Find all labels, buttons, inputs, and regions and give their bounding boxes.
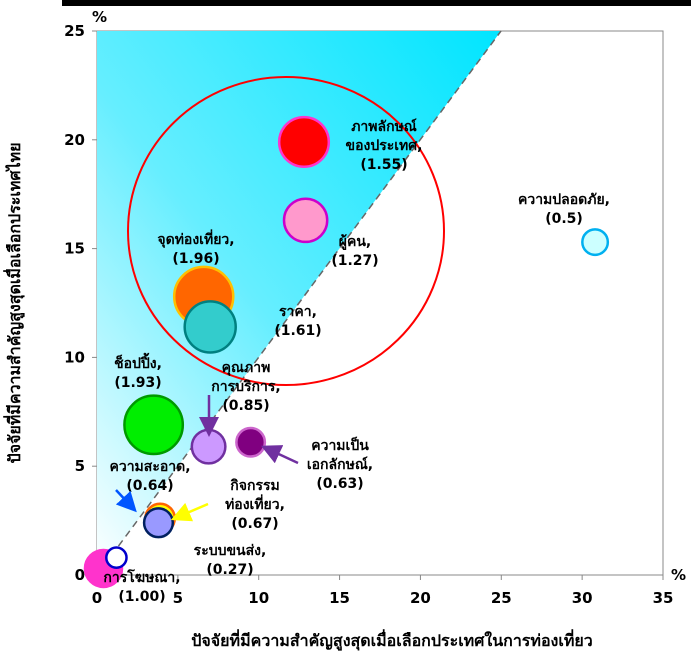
bubble-label-line: (1.96) <box>172 251 219 267</box>
bubble-label-line: ของประเทศ, <box>346 138 423 154</box>
bubble-point[interactable] <box>282 197 329 244</box>
arrow-cleanliness <box>115 489 137 513</box>
x-tick-label: 35 <box>653 589 674 607</box>
bubble-label-line: ท่องเที่ยว, <box>225 494 285 513</box>
bubble-point[interactable] <box>277 115 331 169</box>
bubble-label-line: ราคา, <box>279 304 317 320</box>
callout-arrows <box>115 395 299 522</box>
bubbles <box>83 115 610 589</box>
x-tick-label: 5 <box>173 589 183 607</box>
bubble-label: ความปลอดภัย, (0.5) <box>518 192 610 227</box>
bubble-label-line: (1.55) <box>360 157 407 173</box>
highlight-ellipse <box>127 76 445 386</box>
bubble-label: จุดท่องเที่ยว, (1.96) <box>157 229 234 267</box>
bubble-label: ความสะอาด, (0.64) <box>109 459 190 494</box>
bubble-label-line: เอกลักษณ์, <box>307 456 373 473</box>
bubble-point[interactable] <box>142 507 175 539</box>
x-tick-label: 10 <box>248 589 269 607</box>
top-bar <box>62 0 691 6</box>
bubble-label-line: ความปลอดภัย, <box>518 192 610 208</box>
bubble-label-line: (0.5) <box>545 211 583 227</box>
bubble-label-line: จุดท่องเที่ยว, <box>157 229 234 248</box>
arrow-uniqueness <box>260 445 299 465</box>
bubble-point[interactable] <box>123 394 185 456</box>
x-axis-ticks: 0 5 10 15 20 25 30 35 <box>92 575 674 607</box>
bubble-label: คุณภาพการบริการ, (0.85) <box>211 360 280 414</box>
bubble-label-line: ภาพลักษณ์ <box>351 118 417 135</box>
y-tick-label: 15 <box>64 240 85 258</box>
bubble-point[interactable] <box>190 428 227 465</box>
bubble-label: ภาพลักษณ์ของประเทศ, (1.55) <box>346 118 423 173</box>
bubble-point[interactable] <box>235 426 267 458</box>
bubble-label-line: ความเป็น <box>311 436 369 454</box>
x-tick-label: 15 <box>329 589 350 607</box>
bubble-label-line: การบริการ, <box>211 379 280 395</box>
bubble-label: ราคา, (1.61) <box>274 304 321 339</box>
reference-line <box>96 30 502 576</box>
y-tick-label: 25 <box>64 22 85 40</box>
bubble-label-line: (0.63) <box>316 476 363 492</box>
bubble-label-line: (1.93) <box>114 375 161 391</box>
bubble-label: ผู้คน, (1.27) <box>331 234 378 269</box>
y-tick-label: 0 <box>75 566 85 584</box>
bubble-label-line: (1.27) <box>331 253 378 269</box>
arrow-activities <box>170 502 209 522</box>
y-tick-label: 20 <box>64 131 85 149</box>
bubble-label-line: (1.00) <box>118 589 165 605</box>
bubble-label-line: (0.64) <box>126 478 173 494</box>
bubble-point[interactable] <box>581 228 610 257</box>
bubble-label: ความเป็นเอกลักษณ์, (0.63) <box>307 436 373 492</box>
bubble-label-line: (0.67) <box>231 516 278 532</box>
y-tick-label: 5 <box>75 457 85 475</box>
bubble-label-line: คุณภาพ <box>222 360 271 376</box>
x-tick-label: 30 <box>572 589 593 607</box>
bubble-label-line: กิจกรรม <box>230 478 280 494</box>
y-axis-ticks: 0 5 10 15 20 25 <box>64 22 97 584</box>
bubble-label: ระบบขนส่ง, (0.27) <box>194 543 267 578</box>
bubble-point[interactable] <box>105 546 128 569</box>
x-axis-title: ปัจจัยที่มีความสำคัญสูงสุดเมื่อเลือกประเ… <box>191 629 593 652</box>
y-unit-label: % <box>92 8 107 26</box>
bubble-label: ช็อปปิ้ง, (1.93) <box>114 352 162 391</box>
bubble-label-line: (0.27) <box>206 562 253 578</box>
bubble-label: กิจกรรมท่องเที่ยว, (0.67) <box>225 478 285 532</box>
x-tick-label: 0 <box>92 589 102 607</box>
bubble-label-line: ความสะอาด, <box>109 459 190 475</box>
bubble-labels: ภาพลักษณ์ของประเทศ, (1.55) ผู้คน, (1.27) ควา… <box>103 118 610 605</box>
bubble-label-line: ระบบขนส่ง, <box>194 543 267 559</box>
bubble-label-line: (1.61) <box>274 323 321 339</box>
bubble-label-line: (0.85) <box>222 398 269 414</box>
bubble-point[interactable] <box>183 300 237 354</box>
bubble-label-line: ผู้คน, <box>339 234 371 250</box>
x-tick-label: 25 <box>491 589 512 607</box>
y-axis-title: ปัจจัยที่มีความสำคัญสูงสุดเมื่อเลือกประเ… <box>3 142 26 463</box>
bubble-label-line: ช็อปปิ้ง, <box>114 352 162 372</box>
x-tick-label: 20 <box>410 589 431 607</box>
y-tick-label: 10 <box>64 348 85 366</box>
bubble-label-line: การโฆษณา, <box>103 568 180 586</box>
x-unit-label: % <box>671 566 686 584</box>
bubble-label: การโฆษณา, (1.00) <box>103 568 180 605</box>
